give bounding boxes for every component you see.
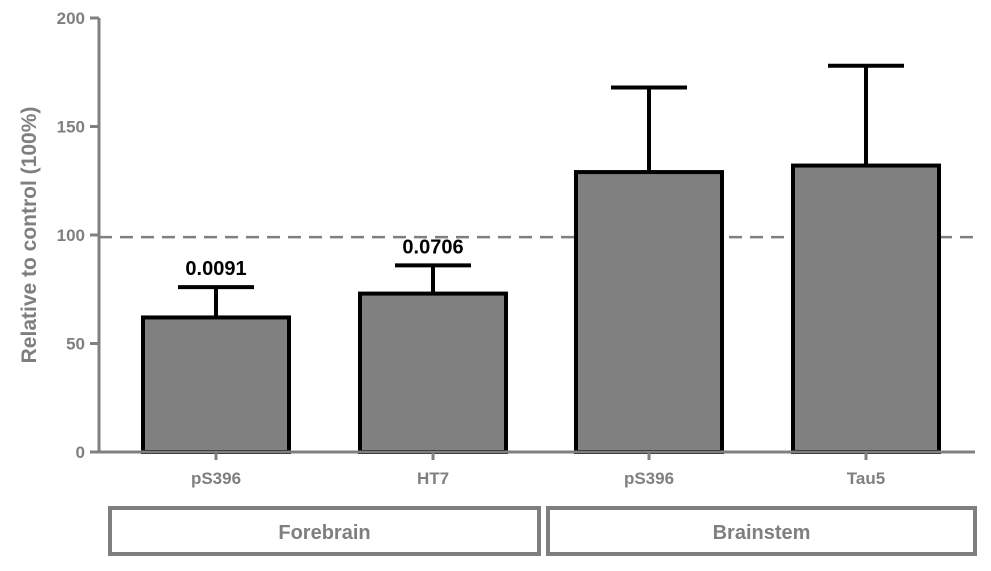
y-tick-label: 0 [76,443,85,462]
y-tick-label: 200 [57,9,85,28]
plot-area: 0.0091 pS396 0.0706 HT7 pS396 Tau5 0 50 100 150 20… [57,9,977,556]
group-label: Forebrain [278,522,370,544]
bar [574,170,724,454]
bar [358,291,508,454]
group-label: Brainstem [713,522,811,544]
bar [141,315,291,454]
y-tick-label: 150 [57,118,85,137]
bar [791,163,941,454]
p-value-label: 0.0706 [402,236,463,258]
x-tick-label: HT7 [417,469,449,488]
y-axis-label: Relative to control (100%) [18,107,41,364]
group-box [108,506,541,556]
group-box [546,506,977,556]
x-tick-label: Tau5 [847,469,885,488]
x-tick-label: pS396 [191,469,241,488]
y-tick-label: 50 [66,335,85,354]
x-tick-label: pS396 [624,469,674,488]
p-value-label: 0.0091 [185,258,246,280]
y-tick-label: 100 [57,226,85,245]
